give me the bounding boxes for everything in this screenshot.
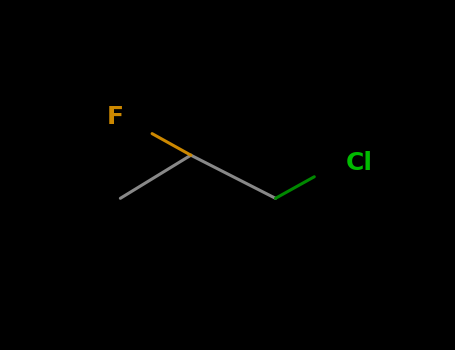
Text: F: F [107,105,124,130]
Text: Cl: Cl [346,151,373,175]
